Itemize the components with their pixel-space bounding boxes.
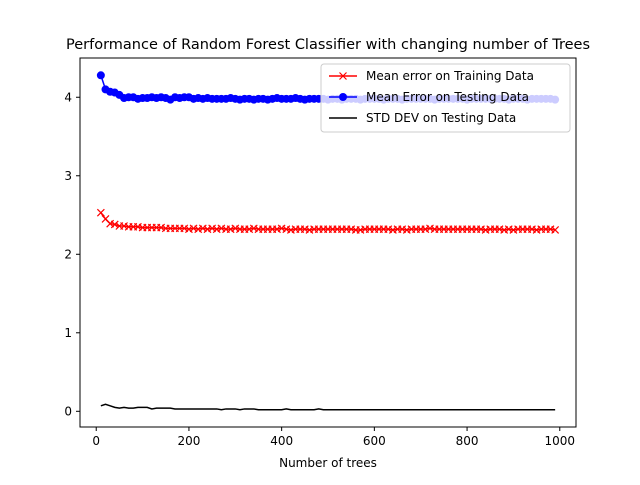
legend-box <box>320 63 571 133</box>
legend-label: Mean error on Training Data <box>366 69 534 83</box>
data-point <box>96 71 105 80</box>
data-point <box>96 208 105 217</box>
axes-frame <box>79 57 577 428</box>
x-tick-label: 600 <box>363 434 386 448</box>
x-tick-label: 1000 <box>545 434 576 448</box>
legend-label: Mean Error on Testing Data <box>366 90 529 104</box>
x-axis-label: Number of trees <box>279 456 377 470</box>
legend: Mean error on Training Data Mean Error on… <box>320 63 571 133</box>
y-tick-label: 3 <box>64 169 72 183</box>
series-3 <box>100 403 556 411</box>
legend-label: STD DEV on Testing Data <box>366 111 516 125</box>
x-axis: 0 200 400 600 800 1000 <box>92 427 575 448</box>
legend-swatch-marker <box>339 72 347 80</box>
y-tick-label: 0 <box>64 404 72 418</box>
y-tick-label: 2 <box>64 247 72 261</box>
y-axis: 0 1 2 3 4 <box>64 90 80 418</box>
chart-title: Performance of Random Forest Classifier … <box>66 37 590 53</box>
y-tick-label: 1 <box>64 326 72 340</box>
legend-swatch-marker <box>339 93 347 101</box>
series-1 <box>96 208 560 234</box>
x-tick-label: 200 <box>177 434 200 448</box>
x-tick-label: 400 <box>270 434 293 448</box>
data-point <box>110 220 119 229</box>
x-tick-label: 0 <box>92 434 100 448</box>
x-tick-label: 800 <box>456 434 479 448</box>
data-point <box>551 226 560 234</box>
series-line <box>100 403 556 411</box>
y-tick-label: 4 <box>64 90 72 104</box>
